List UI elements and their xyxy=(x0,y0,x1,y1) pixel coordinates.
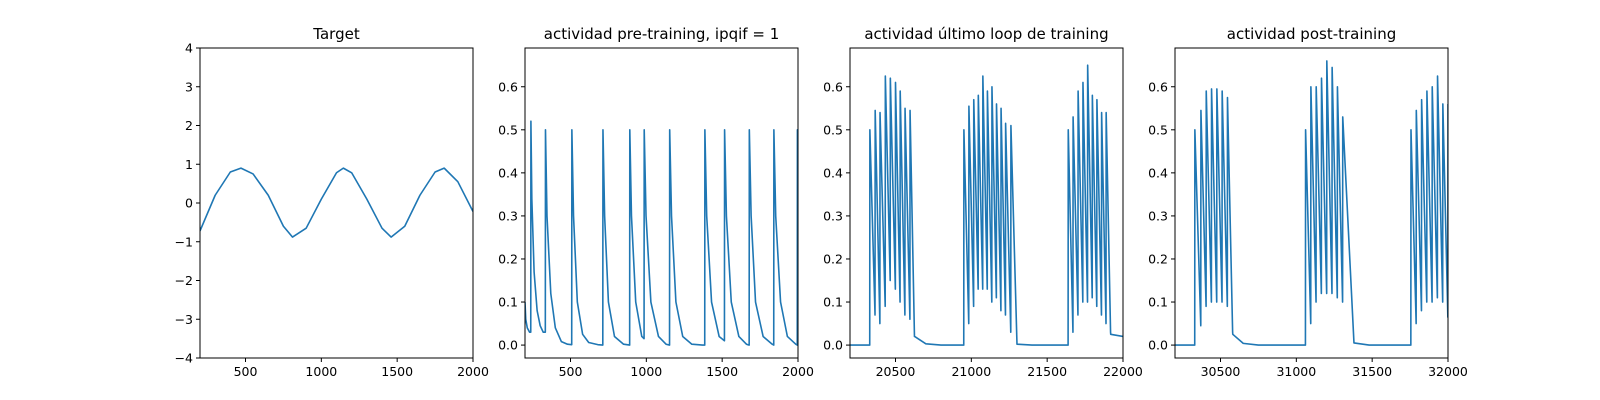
x-tick-label: 21000 xyxy=(951,364,991,379)
y-tick-label: 0.0 xyxy=(498,338,518,353)
y-tick-label: 0.5 xyxy=(1148,122,1168,137)
y-tick-label: 0.5 xyxy=(823,122,843,137)
y-tick-label: 0.3 xyxy=(498,208,518,223)
axes-frame xyxy=(524,47,799,359)
y-tick-label: 0.3 xyxy=(1148,208,1168,223)
x-tick-label: 2000 xyxy=(782,364,814,379)
subplot-title: actividad pre-training, ipqif = 1 xyxy=(544,25,780,43)
x-tick-label: 1500 xyxy=(381,364,413,379)
y-tick-label: −3 xyxy=(175,312,193,327)
y-tick-label: 0.6 xyxy=(1148,79,1168,94)
y-tick-label: 2 xyxy=(185,118,193,133)
subplot-2: 500 1000 1500 2000 0.0 0.1 0.2 0.3 0.4 0.5 0.6 acti… xyxy=(498,25,814,379)
series-line-2-1 xyxy=(525,120,798,346)
y-tick-label: 0.5 xyxy=(498,122,518,137)
x-tick-label: 30500 xyxy=(1201,364,1241,379)
x-tick-label: 1500 xyxy=(706,364,738,379)
series-line-4-1 xyxy=(1175,60,1448,346)
axes-frame xyxy=(1174,47,1449,359)
y-tick-label: 0.2 xyxy=(1148,251,1168,266)
subplot-title: Target xyxy=(312,25,360,43)
y-tick-label: 0.4 xyxy=(823,165,843,180)
x-tick-label: 31500 xyxy=(1352,364,1392,379)
x-tick-label: 1000 xyxy=(630,364,662,379)
x-tick-label: 31000 xyxy=(1276,364,1316,379)
y-tick-label: 1 xyxy=(185,157,193,172)
y-tick-label: 0.1 xyxy=(498,295,518,310)
y-tick-label: −4 xyxy=(175,351,193,366)
subplot-4: 30500 31000 31500 32000 0.0 0.1 0.2 0.3 0.4 0.5 0.… xyxy=(1148,25,1468,379)
subplot-title: actividad último loop de training xyxy=(864,25,1108,43)
y-tick-label: −1 xyxy=(175,234,193,249)
subplot-3: 20500 21000 21500 22000 0.0 0.1 0.2 0.3 0.4 0.5 0.… xyxy=(823,25,1143,379)
x-tick-label: 500 xyxy=(559,364,583,379)
y-tick-label: 0.4 xyxy=(1148,165,1168,180)
x-tick-label: 21500 xyxy=(1027,364,1067,379)
y-tick-label: 4 xyxy=(185,41,193,56)
y-tick-label: 0.2 xyxy=(498,251,518,266)
y-tick-label: 0.1 xyxy=(1148,295,1168,310)
subplot-title: actividad post-training xyxy=(1227,25,1396,43)
y-tick-label: 0 xyxy=(185,196,193,211)
x-tick-label: 20500 xyxy=(876,364,916,379)
y-tick-label: 0.3 xyxy=(823,208,843,223)
y-tick-label: 0.6 xyxy=(823,79,843,94)
subplot-1: 500 1000 1500 2000 −4 −3 −2 −1 0 1 2 3 4 Target xyxy=(175,25,489,379)
y-tick-label: 0.4 xyxy=(498,165,518,180)
axes-frame xyxy=(849,47,1124,359)
y-tick-label: 0.6 xyxy=(498,79,518,94)
x-tick-label: 500 xyxy=(234,364,258,379)
x-tick-label: 1000 xyxy=(305,364,337,379)
x-tick-label: 32000 xyxy=(1428,364,1468,379)
axes-frame xyxy=(199,47,474,359)
y-tick-label: 0.2 xyxy=(823,251,843,266)
y-tick-label: 0.0 xyxy=(1148,338,1168,353)
y-tick-label: 0.1 xyxy=(823,295,843,310)
series-line-1-1 xyxy=(200,167,473,238)
y-tick-label: 0.0 xyxy=(823,338,843,353)
series-line-3-1 xyxy=(850,64,1123,346)
x-tick-label: 2000 xyxy=(457,364,489,379)
y-tick-label: 3 xyxy=(185,79,193,94)
x-tick-label: 22000 xyxy=(1103,364,1143,379)
y-tick-label: −2 xyxy=(175,273,193,288)
